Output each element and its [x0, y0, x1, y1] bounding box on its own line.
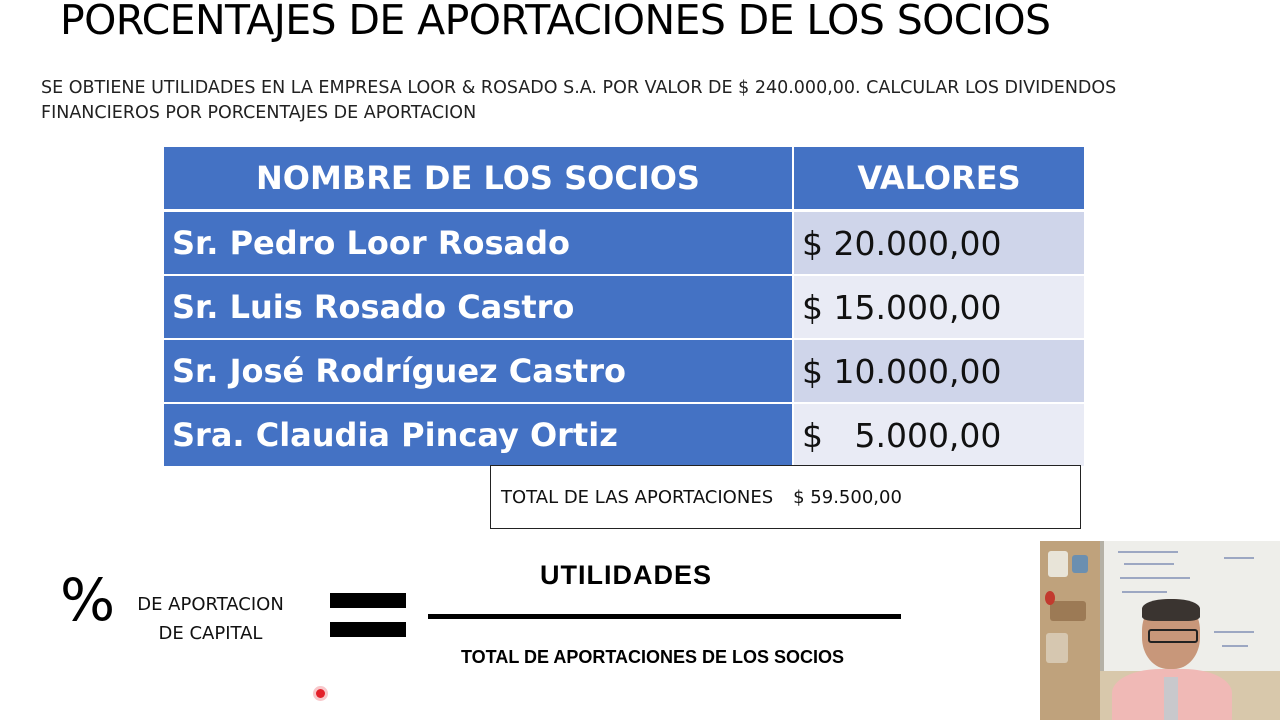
problem-statement: SE OBTIENE UTILIDADES EN LA EMPRESA LOOR…	[41, 76, 1241, 126]
fraction-line	[428, 614, 901, 619]
header-partner-names: NOMBRE DE LOS SOCIOS	[164, 147, 794, 212]
header-values: VALORES	[793, 147, 1084, 212]
table-row: Sr. Luis Rosado Castro $ 15.000,00	[164, 275, 1084, 340]
presenter-tie	[1164, 677, 1178, 720]
partner-name: Sr. Luis Rosado Castro	[164, 275, 794, 340]
total-amount: $ 59.500,00	[793, 486, 902, 508]
statement-line-1: SE OBTIENE UTILIDADES EN LA EMPRESA LOOR…	[41, 78, 1117, 98]
board-writing	[1214, 631, 1254, 633]
table-row: Sr. Pedro Loor Rosado $ 20.000,00	[164, 210, 1084, 276]
partner-name: Sra. Claudia Pincay Ortiz	[164, 403, 794, 468]
partner-value: $ 5.000,00	[793, 403, 1084, 468]
equals-bar-top	[330, 593, 406, 608]
table-header-row: NOMBRE DE LOS SOCIOS VALORES	[164, 147, 1084, 212]
formula-numerator: UTILIDADES	[540, 560, 712, 590]
board-writing	[1120, 577, 1190, 579]
total-contributions-box: TOTAL DE LAS APORTACIONES $ 59.500,00	[490, 465, 1081, 529]
board-writing	[1124, 563, 1174, 565]
equals-bar-bottom	[330, 622, 406, 637]
presenter-webcam	[1040, 541, 1280, 720]
shelf-ornament	[1045, 591, 1055, 605]
shelf-item	[1048, 551, 1068, 577]
equals-sign	[330, 593, 406, 637]
shelf-item	[1050, 601, 1086, 621]
board-writing	[1224, 557, 1254, 559]
presenter	[1112, 599, 1232, 720]
presenter-glasses	[1148, 629, 1198, 643]
board-writing	[1118, 551, 1178, 553]
slide-title: PORCENTAJES DE APORTACIONES DE LOS SOCIO…	[60, 0, 1051, 44]
presenter-hair	[1142, 599, 1200, 621]
partner-name: Sr. José Rodríguez Castro	[164, 339, 794, 404]
shelf-item	[1072, 555, 1088, 573]
statement-line-2: FINANCIEROS POR PORCENTAJES DE APORTACIO…	[41, 103, 477, 123]
partner-name: Sr. Pedro Loor Rosado	[164, 210, 794, 276]
percent-label-line-1: DE APORTACION	[137, 594, 284, 615]
total-label: TOTAL DE LAS APORTACIONES	[501, 486, 774, 508]
formula-denominator: TOTAL DE APORTACIONES DE LOS SOCIOS	[461, 647, 845, 667]
percent-label: DE APORTACION DE CAPITAL	[128, 590, 293, 648]
board-writing	[1122, 591, 1167, 593]
percent-symbol: %	[60, 566, 116, 634]
partner-value: $ 20.000,00	[793, 210, 1084, 276]
partner-value: $ 10.000,00	[793, 339, 1084, 404]
table-row: Sr. José Rodríguez Castro $ 10.000,00	[164, 339, 1084, 404]
pointer-dot-icon	[316, 689, 325, 698]
table-row: Sra. Claudia Pincay Ortiz $ 5.000,00	[164, 403, 1084, 468]
shelf-item	[1046, 633, 1068, 663]
board-writing	[1222, 645, 1248, 647]
partners-table: NOMBRE DE LOS SOCIOS VALORES Sr. Pedro L…	[164, 147, 1084, 468]
percent-label-line-2: DE CAPITAL	[158, 623, 263, 644]
partner-value: $ 15.000,00	[793, 275, 1084, 340]
webcam-shelf	[1040, 541, 1100, 720]
